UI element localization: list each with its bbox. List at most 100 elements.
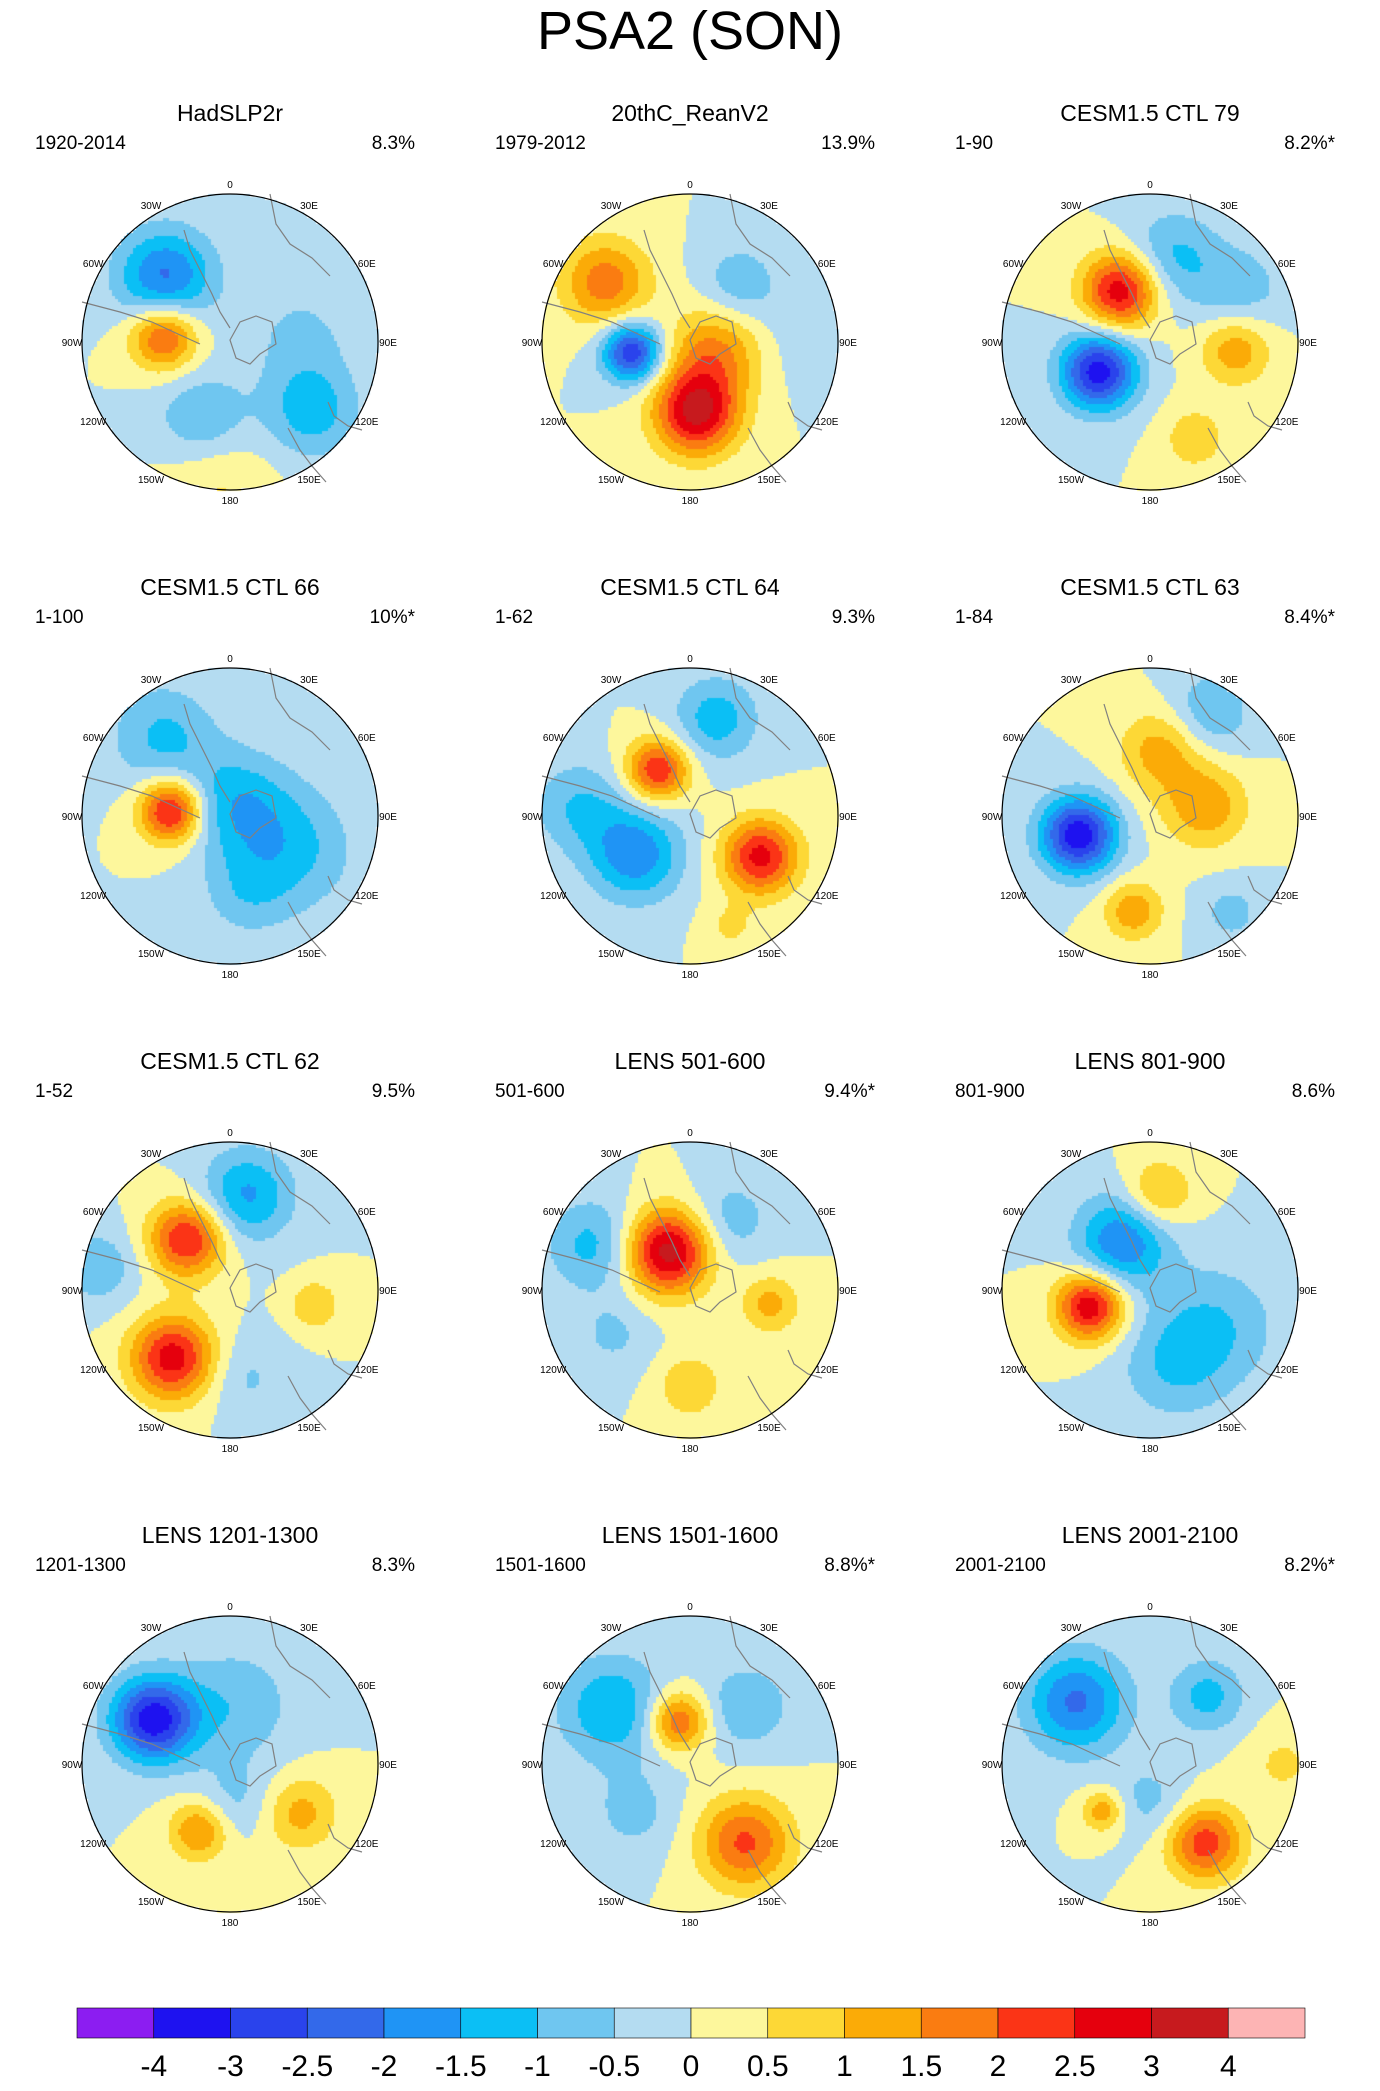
colorbar-swatch	[460, 2007, 538, 2039]
longitude-label: 90E	[379, 1286, 397, 1297]
longitude-label: 150W	[598, 1423, 625, 1434]
map-boundary	[81, 1141, 379, 1439]
coastline	[689, 315, 737, 365]
coastline	[729, 1141, 791, 1225]
map-panel: CESM1.5 CTL 641-629.3%030E60E90E120E150E…	[460, 570, 920, 1045]
coastline	[1149, 1737, 1197, 1787]
coastline	[1189, 1615, 1251, 1699]
colorbar-swatch	[1151, 2007, 1229, 2039]
coastline	[747, 427, 787, 483]
map-panel: CESM1.5 CTL 791-908.2%*030E60E90E120E150…	[920, 96, 1380, 571]
coastline	[269, 193, 331, 277]
colorbar-swatch	[537, 2007, 615, 2039]
map-panel: CESM1.5 CTL 631-848.4%*030E60E90E120E150…	[920, 570, 1380, 1045]
longitude-label: 150W	[138, 1423, 165, 1434]
coastline	[1247, 1349, 1283, 1379]
coastline	[729, 193, 791, 277]
map-boundary	[81, 667, 379, 965]
colorbar-swatch	[844, 2007, 922, 2039]
longitude-label: 90E	[379, 812, 397, 823]
coastline	[729, 1615, 791, 1699]
longitude-label: 60W	[1003, 1681, 1024, 1692]
longitude-label: 120E	[815, 1365, 839, 1376]
longitude-label: 120W	[540, 891, 567, 902]
contour-field	[460, 96, 920, 571]
coastline	[327, 875, 363, 905]
coastline	[1103, 703, 1151, 803]
longitude-label: 150E	[297, 1423, 321, 1434]
longitude-label: 90W	[62, 338, 83, 349]
longitude-label: 120W	[540, 417, 567, 428]
longitude-label: 0	[687, 1602, 693, 1613]
coastline	[1001, 1249, 1121, 1293]
longitude-label: 0	[687, 654, 693, 665]
coastline	[1001, 301, 1121, 345]
map-boundary	[1001, 1141, 1299, 1439]
coastline	[643, 1177, 691, 1277]
colorbar: -4 -3 -2.5 -2 -1.5 -1 -0.5 0 0.5 1 1.5 2 2.5 3 4	[0, 1996, 1380, 2086]
longitude-label: 60E	[358, 259, 376, 270]
map-overlay: 0 30E 60E 90E 120E 150E 180 150W 120W 90W 60W 30W	[982, 654, 1318, 981]
longitude-label: 30W	[1061, 1623, 1082, 1634]
coastline	[747, 1375, 787, 1431]
coastline	[787, 875, 823, 905]
coastline	[1247, 875, 1283, 905]
map-overlay: 0 30E 60E 90E 120E 150E 180 150W 120W 90W 60W 30W	[62, 180, 398, 507]
coastline	[327, 401, 363, 431]
longitude-label: 180	[682, 1444, 699, 1455]
longitude-label: 150E	[297, 1897, 321, 1908]
coastline	[1103, 1177, 1151, 1277]
longitude-label: 180	[222, 1918, 239, 1929]
colorbar-tick-label: 2	[990, 2050, 1007, 2083]
map-panel: 20thC_ReanV21979-201213.9%030E60E90E120E…	[460, 96, 920, 571]
longitude-label: 90W	[62, 1760, 83, 1771]
coastline	[787, 401, 823, 431]
coastline	[1207, 1375, 1247, 1431]
longitude-label: 120W	[80, 891, 107, 902]
longitude-label: 30W	[1061, 675, 1082, 686]
longitude-label: 60W	[1003, 259, 1024, 270]
longitude-label: 90E	[1299, 338, 1317, 349]
longitude-label: 120W	[80, 1839, 107, 1850]
longitude-label: 30E	[1220, 1623, 1238, 1634]
longitude-label: 90E	[1299, 1760, 1317, 1771]
contour-field	[0, 1518, 460, 1993]
coastline	[787, 1823, 823, 1853]
colorbar-tick-label: 0.5	[747, 2050, 789, 2083]
longitude-label: 60E	[1278, 259, 1296, 270]
longitude-label: 150E	[757, 475, 781, 486]
contour-field	[0, 570, 460, 1045]
longitude-label: 30E	[300, 1149, 318, 1160]
coastline	[1001, 1723, 1121, 1767]
longitude-label: 90E	[379, 1760, 397, 1771]
longitude-label: 30E	[760, 1623, 778, 1634]
longitude-label: 90E	[839, 1286, 857, 1297]
contour-field	[920, 96, 1380, 571]
coastline	[229, 1737, 277, 1787]
coastline	[1149, 789, 1197, 839]
longitude-label: 0	[1147, 1128, 1153, 1139]
longitude-label: 60E	[818, 259, 836, 270]
coastline	[1149, 315, 1197, 365]
longitude-label: 90E	[379, 338, 397, 349]
longitude-label: 30W	[601, 201, 622, 212]
longitude-label: 180	[222, 496, 239, 507]
longitude-label: 0	[687, 180, 693, 191]
contour-field	[920, 1518, 1380, 1993]
map-overlay: 0 30E 60E 90E 120E 150E 180 150W 120W 90W 60W 30W	[62, 1128, 398, 1455]
colorbar-swatch	[230, 2007, 308, 2039]
coastline	[1207, 901, 1247, 957]
longitude-label: 150W	[138, 1897, 165, 1908]
contour-field	[460, 1518, 920, 1993]
coastline	[269, 1615, 331, 1699]
coastline	[81, 1723, 201, 1767]
coastline	[689, 1263, 737, 1313]
map-overlay: 0 30E 60E 90E 120E 150E 180 150W 120W 90W 60W 30W	[522, 654, 858, 981]
longitude-label: 90E	[839, 338, 857, 349]
coastline	[1189, 1141, 1251, 1225]
coastline	[541, 301, 661, 345]
longitude-label: 0	[227, 1602, 233, 1613]
longitude-label: 180	[1142, 496, 1159, 507]
map-overlay: 0 30E 60E 90E 120E 150E 180 150W 120W 90W 60W 30W	[62, 654, 398, 981]
longitude-label: 90W	[982, 812, 1003, 823]
